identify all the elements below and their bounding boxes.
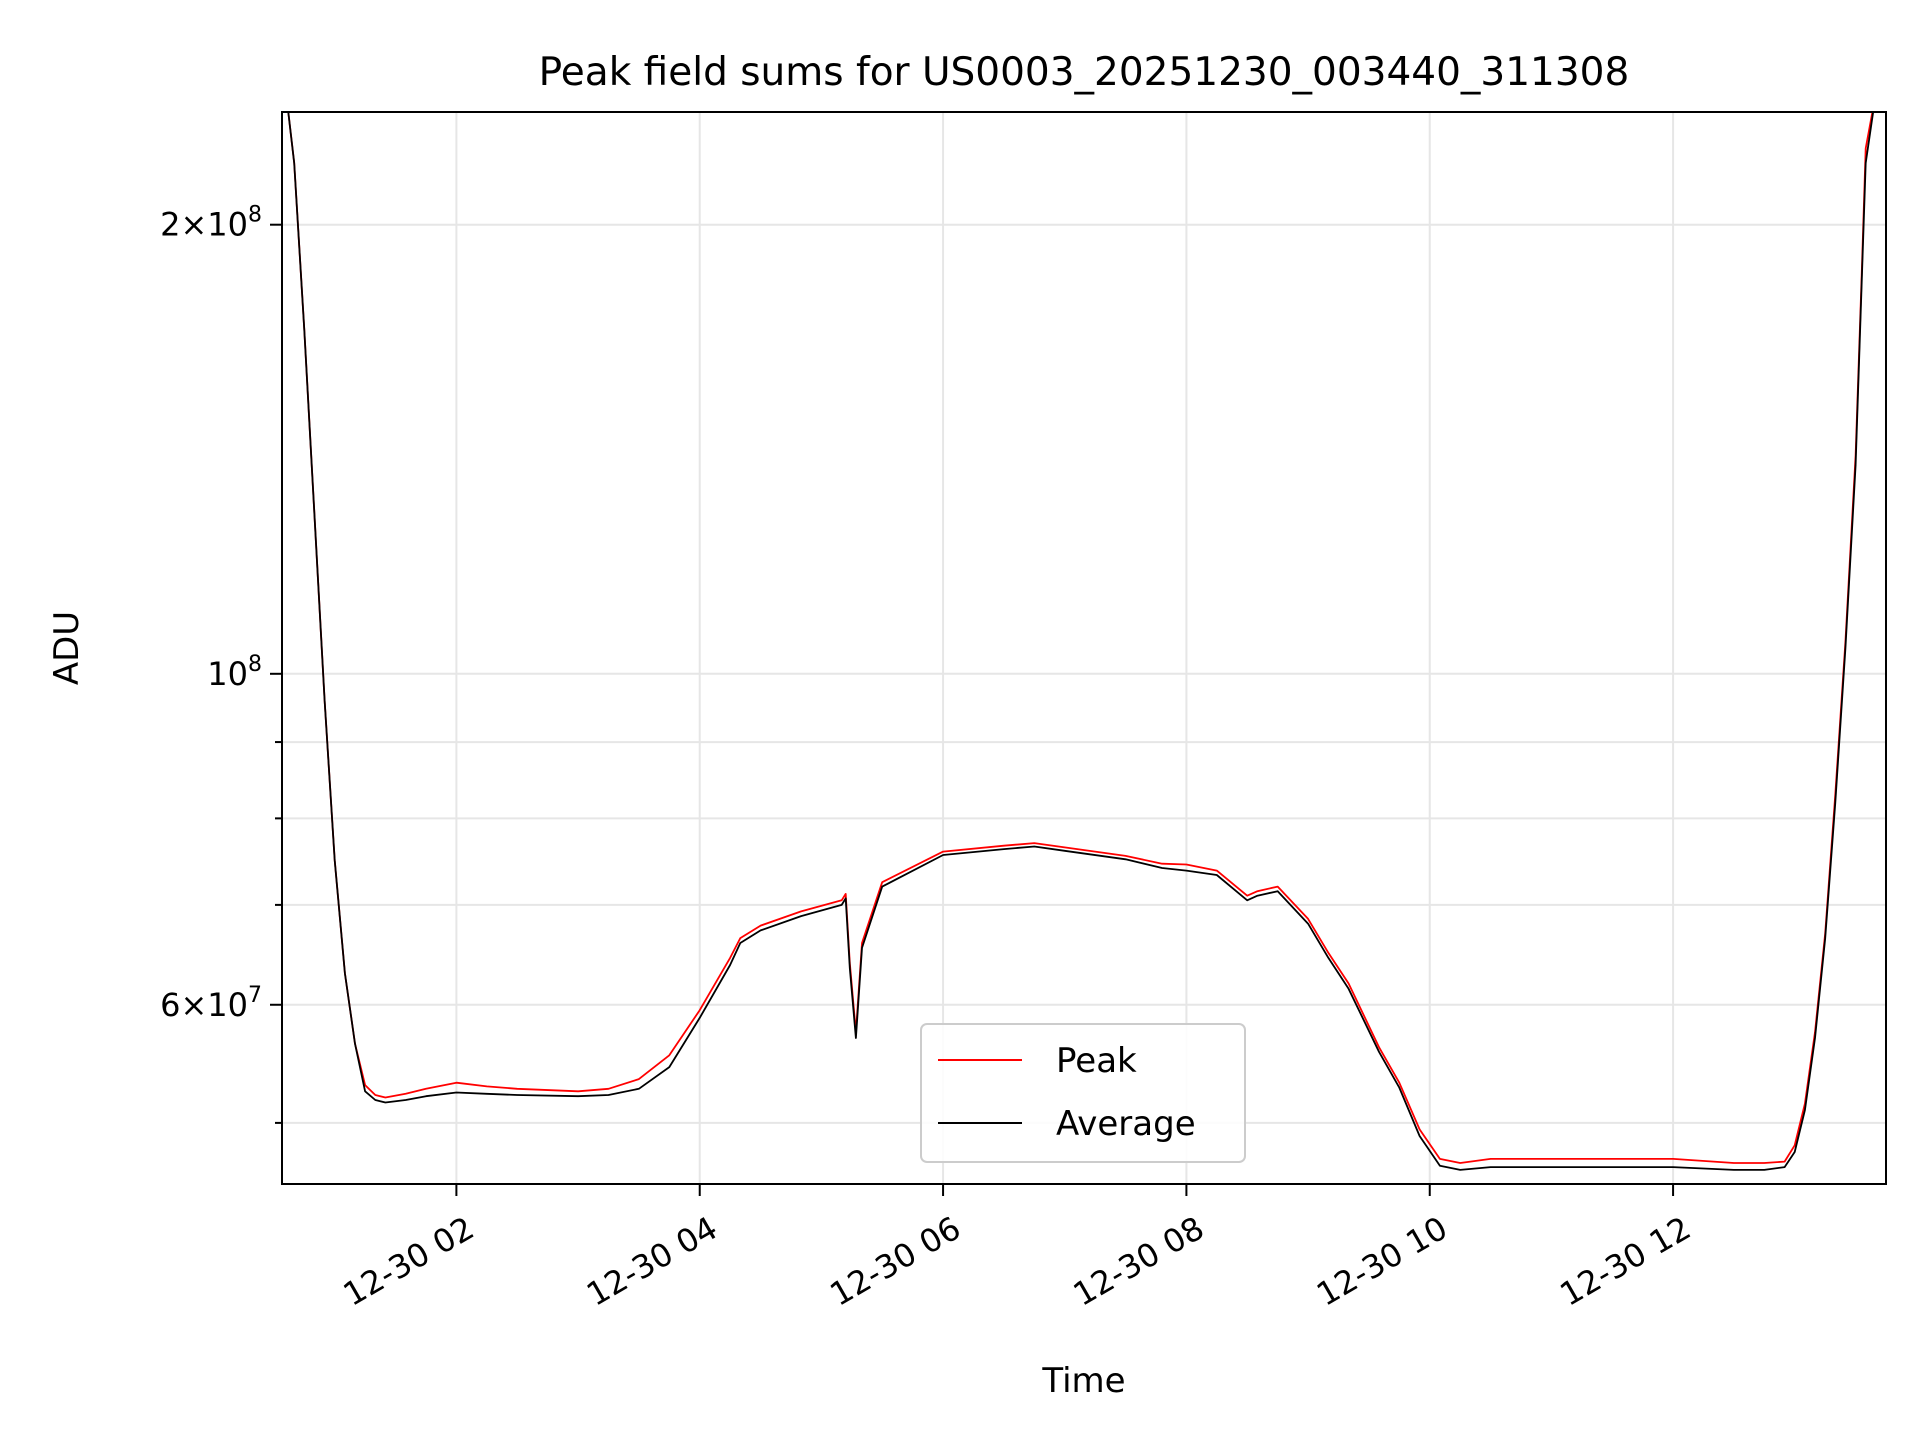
y-tick-label: 108 — [207, 652, 262, 693]
y-tick-base: 10 — [207, 206, 248, 244]
y-axis-label: ADU — [47, 611, 87, 685]
x-axis-label: Time — [1041, 1361, 1125, 1401]
y-tick-mantissa: 2 — [160, 206, 180, 244]
y-tick-label: 6×107 — [160, 983, 262, 1024]
legend-label-average: Average — [1056, 1104, 1196, 1144]
legend: Peak Average — [920, 1023, 1246, 1163]
legend-label-peak: Peak — [1056, 1041, 1137, 1081]
chart-title: Peak field sums for US0003_20251230_0034… — [539, 50, 1630, 95]
y-tick-exponent: 8 — [248, 652, 262, 677]
y-tick-exponent: 8 — [248, 203, 262, 228]
y-tick-label: 2×108 — [160, 203, 262, 244]
y-tick-times-sign: × — [180, 206, 207, 244]
legend-box — [920, 1023, 1246, 1163]
plot-frame — [281, 111, 1887, 1185]
y-tick-exponent: 7 — [248, 983, 262, 1008]
y-tick-mantissa: 6 — [160, 986, 180, 1024]
y-tick-base: 10 — [207, 986, 248, 1024]
y-tick-base: 10 — [207, 655, 248, 693]
y-tick-times-sign: × — [180, 986, 207, 1024]
series-average-line — [287, 112, 1875, 1171]
series-peak-line — [287, 112, 1874, 1164]
